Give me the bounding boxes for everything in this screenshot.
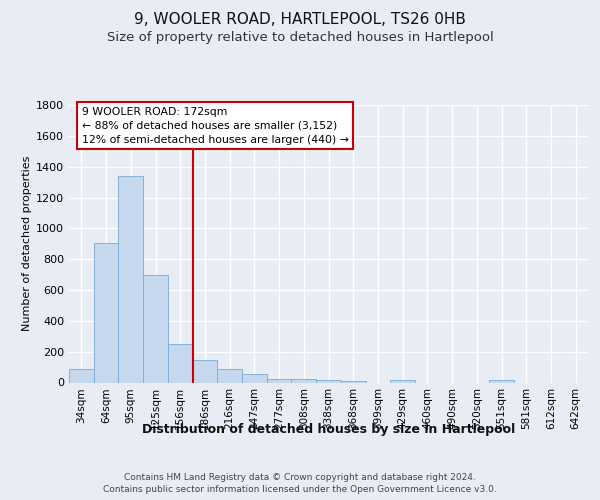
Y-axis label: Number of detached properties: Number of detached properties <box>22 156 32 332</box>
Text: Contains HM Land Registry data © Crown copyright and database right 2024.: Contains HM Land Registry data © Crown c… <box>124 472 476 482</box>
Bar <box>94 243 118 382</box>
Bar <box>242 374 267 382</box>
Text: Distribution of detached houses by size in Hartlepool: Distribution of detached houses by size … <box>142 422 515 436</box>
Bar <box>390 380 415 382</box>
Bar <box>69 368 94 382</box>
Bar <box>168 344 193 383</box>
Text: Size of property relative to detached houses in Hartlepool: Size of property relative to detached ho… <box>107 31 493 44</box>
Bar <box>118 176 143 382</box>
Text: 9, WOOLER ROAD, HARTLEPOOL, TS26 0HB: 9, WOOLER ROAD, HARTLEPOOL, TS26 0HB <box>134 12 466 28</box>
Bar <box>341 381 365 382</box>
Bar <box>143 274 168 382</box>
Bar <box>489 380 514 382</box>
Bar <box>217 370 242 382</box>
Bar <box>193 360 217 382</box>
Bar <box>267 378 292 382</box>
Text: Contains public sector information licensed under the Open Government Licence v3: Contains public sector information licen… <box>103 485 497 494</box>
Text: 9 WOOLER ROAD: 172sqm
← 88% of detached houses are smaller (3,152)
12% of semi-d: 9 WOOLER ROAD: 172sqm ← 88% of detached … <box>82 106 349 144</box>
Bar <box>316 380 341 382</box>
Bar <box>292 379 316 382</box>
